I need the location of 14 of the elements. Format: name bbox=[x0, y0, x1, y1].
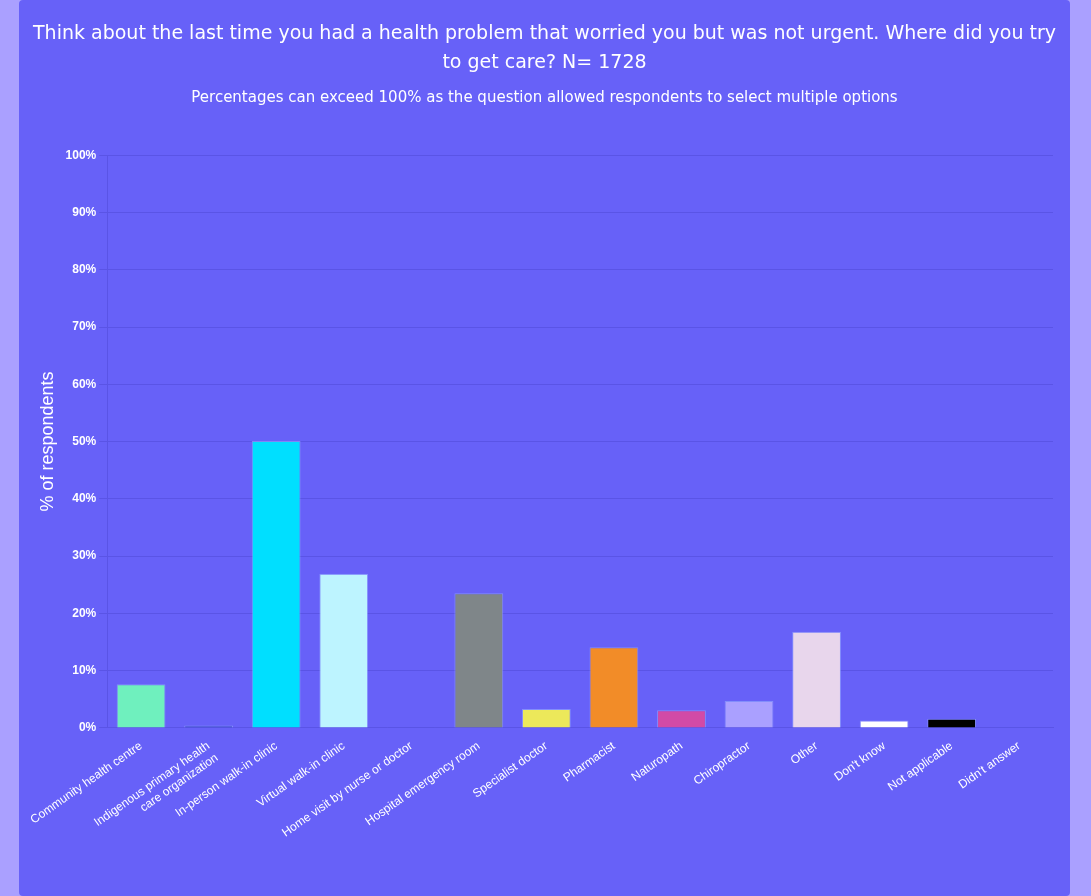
y-tick-label: 20% bbox=[72, 605, 97, 620]
y-axis-title: % of respondents bbox=[36, 371, 57, 512]
y-tick-label: 90% bbox=[72, 204, 97, 219]
y-tick-label: 60% bbox=[72, 376, 97, 391]
y-tick-label: 70% bbox=[72, 319, 97, 334]
y-tick-label: 80% bbox=[72, 262, 97, 277]
y-tick-label: 100% bbox=[65, 147, 97, 162]
chart-title: Think about the last time you had a health problem that worried you but was not urgent. Where did you try to get care? N= 1728 bbox=[32, 20, 1057, 74]
chart-subtitle: Percentages can exceed 100% as the question allowed respondents to select multiple options bbox=[190, 88, 899, 106]
y-tick-label: 50% bbox=[72, 433, 97, 448]
y-tick-label: 40% bbox=[72, 491, 97, 506]
y-tick-label: 10% bbox=[72, 662, 97, 677]
y-tick-label: 30% bbox=[72, 548, 97, 563]
y-tick-label: 0% bbox=[78, 720, 97, 735]
